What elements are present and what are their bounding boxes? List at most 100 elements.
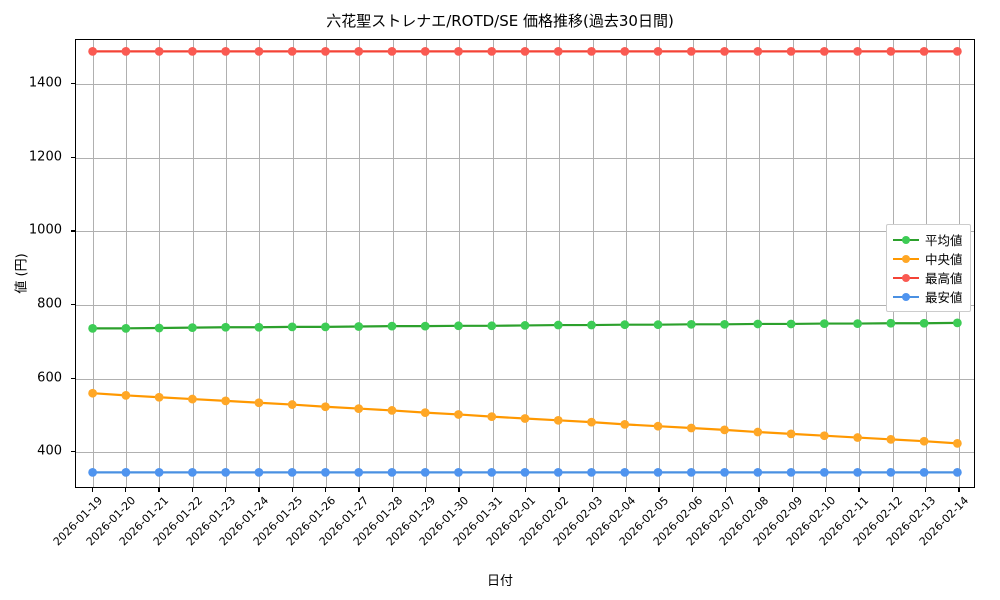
gridline-vertical bbox=[126, 40, 127, 487]
gridline-vertical bbox=[259, 40, 261, 487]
data-point bbox=[819, 319, 829, 328]
x-tick-mark bbox=[725, 488, 727, 492]
data-point bbox=[952, 46, 962, 56]
x-tick-mark bbox=[158, 488, 160, 492]
series-最高値 bbox=[88, 46, 962, 56]
data-point bbox=[221, 322, 231, 332]
data-point bbox=[819, 467, 829, 477]
chart-legend: 平均値中央値 最高値最安値 bbox=[886, 224, 971, 312]
data-point bbox=[321, 322, 330, 332]
legend-label: 中央値 bbox=[925, 252, 963, 267]
data-point bbox=[919, 436, 929, 446]
data-point bbox=[853, 433, 862, 442]
data-point bbox=[520, 467, 530, 477]
data-point bbox=[653, 467, 663, 477]
y-tick-label: 400 bbox=[37, 443, 62, 459]
data-point bbox=[786, 429, 796, 439]
x-tick-mark bbox=[591, 488, 593, 492]
y-tick-label: 1200 bbox=[28, 149, 62, 165]
data-point bbox=[354, 467, 364, 477]
data-point bbox=[387, 46, 397, 56]
data-point bbox=[287, 400, 297, 409]
data-point bbox=[420, 408, 430, 418]
data-point bbox=[121, 391, 131, 400]
data-point bbox=[221, 46, 231, 56]
data-point bbox=[287, 322, 297, 332]
data-point bbox=[520, 46, 530, 56]
x-tick-mark bbox=[125, 488, 127, 492]
gridline-horizontal bbox=[76, 231, 974, 233]
data-point bbox=[819, 431, 829, 441]
data-point bbox=[454, 467, 463, 477]
gridline-vertical bbox=[792, 40, 794, 487]
data-point bbox=[886, 467, 896, 477]
data-point bbox=[952, 467, 962, 477]
data-point bbox=[886, 318, 896, 328]
data-point bbox=[720, 425, 729, 435]
series-平均値 bbox=[88, 318, 962, 333]
data-point bbox=[188, 467, 197, 477]
gridline-vertical bbox=[359, 40, 361, 487]
x-tick-mark bbox=[825, 488, 827, 492]
data-point bbox=[454, 46, 463, 56]
data-point bbox=[188, 46, 197, 56]
gridline-vertical bbox=[92, 40, 94, 487]
data-point bbox=[154, 323, 164, 333]
legend-item-平均値[interactable]: 平均値 bbox=[893, 230, 963, 249]
legend-swatch-icon bbox=[893, 234, 919, 246]
data-point bbox=[420, 321, 430, 331]
x-tick-mark bbox=[525, 488, 527, 492]
data-point bbox=[720, 319, 729, 329]
gridline-vertical bbox=[692, 40, 694, 487]
data-point bbox=[886, 46, 896, 56]
legend-swatch-icon bbox=[893, 253, 919, 265]
legend-swatch-icon bbox=[893, 272, 919, 284]
x-tick-mark bbox=[758, 488, 760, 492]
data-point bbox=[587, 467, 596, 477]
data-point bbox=[686, 319, 696, 329]
x-tick-mark bbox=[558, 488, 560, 492]
data-point bbox=[753, 46, 763, 56]
data-point bbox=[487, 321, 497, 331]
data-point bbox=[587, 417, 596, 427]
gridline-horizontal bbox=[76, 378, 974, 380]
x-tick-mark bbox=[258, 488, 260, 492]
series-中央値 bbox=[88, 388, 962, 448]
data-point bbox=[221, 396, 231, 406]
y-tick-mark bbox=[71, 303, 75, 306]
legend-label: 最安値 bbox=[925, 290, 963, 305]
gridline-vertical bbox=[226, 40, 227, 487]
y-tick-label: 1000 bbox=[28, 222, 62, 238]
data-point bbox=[919, 46, 929, 56]
data-point bbox=[653, 46, 663, 56]
legend-item-最高値[interactable]: 最高値 bbox=[893, 268, 963, 287]
x-tick-mark bbox=[625, 488, 627, 492]
data-point bbox=[653, 320, 663, 330]
gridline-vertical bbox=[859, 40, 861, 487]
legend-item-最安値[interactable]: 最安値 bbox=[893, 287, 963, 306]
y-tick-mark bbox=[71, 156, 75, 158]
legend-label: 平均値 bbox=[925, 233, 963, 248]
data-point bbox=[454, 410, 463, 419]
data-point bbox=[520, 414, 530, 423]
x-tick-mark bbox=[191, 488, 193, 492]
data-point bbox=[154, 46, 164, 56]
x-tick-mark bbox=[225, 488, 227, 492]
gridline-horizontal bbox=[76, 452, 974, 454]
x-tick-mark bbox=[425, 488, 427, 492]
data-point bbox=[487, 46, 497, 56]
data-point bbox=[487, 412, 497, 422]
data-point bbox=[553, 46, 563, 56]
data-point bbox=[620, 46, 630, 56]
series-最安値 bbox=[88, 467, 962, 477]
data-point bbox=[321, 467, 330, 477]
series-container bbox=[88, 46, 962, 477]
data-point bbox=[919, 467, 929, 477]
data-point bbox=[653, 421, 663, 431]
data-point bbox=[321, 402, 330, 412]
data-point bbox=[520, 321, 530, 330]
gridline-vertical bbox=[626, 40, 627, 487]
legend-item-中央値[interactable]: 中央値 bbox=[893, 249, 963, 268]
data-point bbox=[686, 423, 696, 433]
data-point bbox=[287, 467, 297, 477]
